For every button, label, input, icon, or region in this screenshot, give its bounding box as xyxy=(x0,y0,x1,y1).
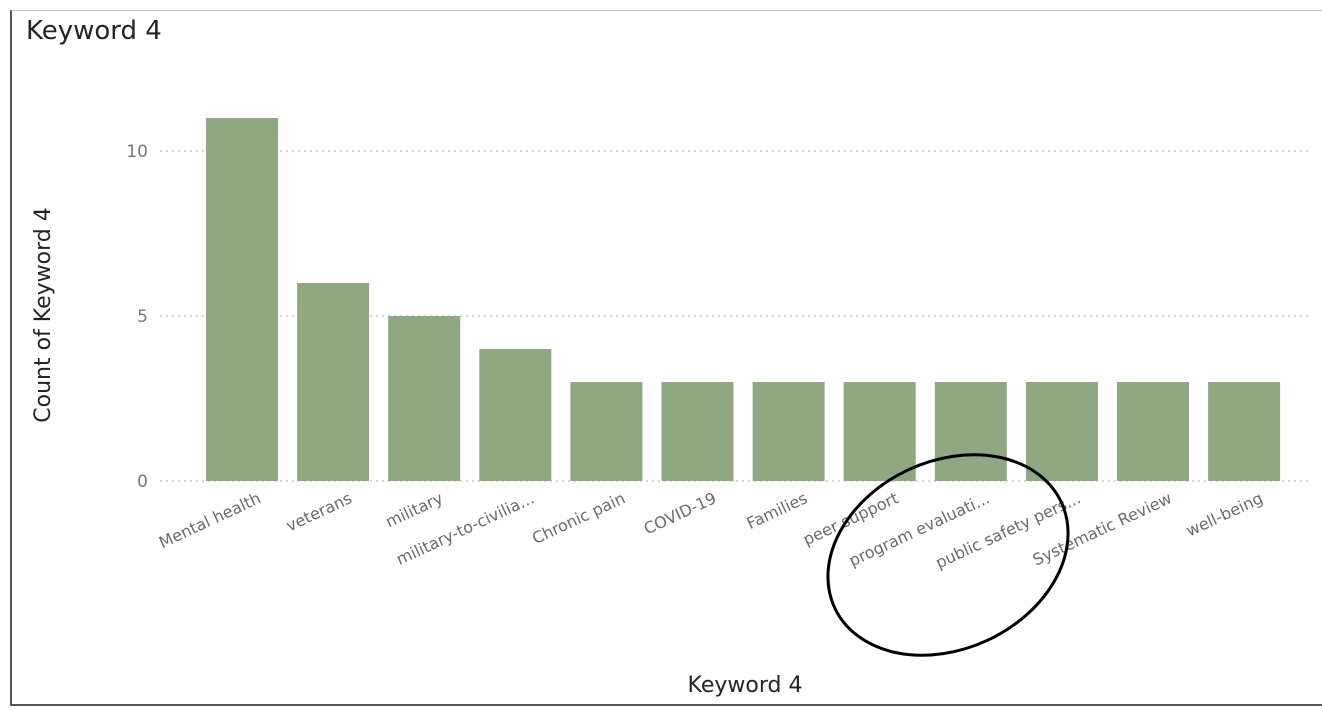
x-axis-labels: Mental health veterans militarymilitary-to… xyxy=(156,488,1266,572)
bars xyxy=(206,118,1281,481)
bar[interactable] xyxy=(206,118,278,481)
x-axis-title: Keyword 4 xyxy=(688,673,803,698)
bar[interactable] xyxy=(1025,382,1098,481)
bar[interactable] xyxy=(1208,382,1281,481)
bar[interactable] xyxy=(388,316,461,481)
y-tick-label: 5 xyxy=(137,307,148,327)
x-tick-label: well-being xyxy=(1183,488,1266,540)
bar[interactable] xyxy=(479,349,552,481)
bar[interactable] xyxy=(570,382,643,481)
x-tick-label: Mental health xyxy=(156,488,264,552)
x-tick-label: COVID-19 xyxy=(641,488,719,538)
x-tick-label: veterans xyxy=(283,488,355,535)
bar[interactable] xyxy=(661,382,734,481)
bar[interactable] xyxy=(843,382,916,481)
y-tick-label: 10 xyxy=(126,142,148,162)
x-tick-label: Families xyxy=(744,488,811,533)
bar[interactable] xyxy=(297,283,370,481)
bar[interactable] xyxy=(1117,382,1189,481)
y-axis-title: Count of Keyword 4 xyxy=(31,207,56,422)
annotation-ellipse xyxy=(826,453,1070,657)
x-tick-label: Chronic pain xyxy=(529,488,628,548)
bar[interactable] xyxy=(752,382,825,481)
bar[interactable] xyxy=(934,382,1007,481)
x-tick-label: military xyxy=(383,488,446,531)
visual-title: Keyword 4 xyxy=(26,16,162,46)
y-tick-label: 0 xyxy=(137,472,148,492)
y-axis-ticks: 0 5 10 xyxy=(126,142,148,492)
